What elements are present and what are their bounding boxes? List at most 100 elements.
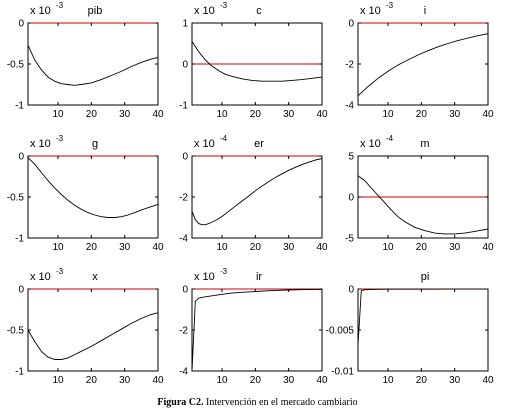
x-tick-label-x: 10 [52,375,64,386]
y-tick-label-pib: 0 [18,19,24,30]
x-tick-label-x: 20 [86,375,98,386]
y-tick-label-pi: -0.01 [331,367,354,378]
x-tick-label-x: 30 [119,375,131,386]
panel-title-m: m [420,138,429,150]
series-line-m [357,175,489,235]
y-tick-label-ir: -2 [179,326,188,337]
x-tick-label-m: 10 [382,242,394,253]
panel-title-pi: pi [421,271,430,283]
y-tick-label-pi: 0 [348,285,354,296]
x-tick-label-c: 20 [250,109,262,120]
x-tick-label-g: 20 [86,242,98,253]
plot-area-x [27,288,159,372]
x-tick-label-ir: 10 [216,375,228,386]
y-tick-label-m: 5 [348,152,354,163]
panel-pi: 10 20 30 40 0 -0.005 -0.01 pi [326,271,494,386]
y-tick-label-er: 0 [182,152,188,163]
x-tick-label-i: 10 [382,109,394,120]
exponent-label-pib: x 10 [30,5,51,17]
x-tick-label-c: 40 [316,109,328,120]
exponent-value-m: -4 [386,134,394,143]
exponent-label-x: x 10 [30,271,51,283]
plot-area-ir [191,288,323,372]
x-tick-label-er: 40 [316,242,328,253]
figure-caption: Figura C2. Intervención en el mercado ca… [0,397,515,408]
y-tick-label-g: 0 [18,152,24,163]
y-tick-label-m: -5 [345,234,354,245]
x-tick-label-i: 20 [416,109,428,120]
panel-title-pib: pib [88,5,103,17]
x-tick-label-g: 30 [119,242,131,253]
y-tick-label-c: 1 [182,19,188,30]
series-line-i [357,33,489,97]
y-tick-label-i: 0 [348,19,354,30]
y-tick-label-g: -1 [15,234,24,245]
x-tick-label-pi: 10 [382,375,394,386]
series-line-g [27,157,159,218]
plot-area-i [357,22,489,106]
series-line-ir [191,288,323,372]
y-tick-label-ir: 0 [182,285,188,296]
panel-title-ir: ir [256,271,262,283]
x-tick-label-pib: 40 [152,109,164,120]
panel-title-g: g [92,138,98,150]
x-tick-label-g: 10 [52,242,64,253]
y-tick-label-pib: -1 [15,101,24,112]
exponent-label-ir: x 10 [194,271,215,283]
x-tick-label-pib: 20 [86,109,98,120]
exponent-label-er: x 10 [194,138,215,150]
x-tick-label-i: 40 [482,109,494,120]
exponent-label-c: x 10 [194,5,215,17]
y-tick-label-er: -2 [179,193,188,204]
panel-title-x: x [92,271,98,283]
exponent-value-c: -3 [220,1,228,10]
x-tick-label-ir: 30 [283,375,295,386]
y-tick-label-g: -0.5 [7,193,25,204]
x-tick-label-pib: 30 [119,109,131,120]
panel-pib: 10 20 30 40 0 -0.5 -1 x 10 -3 pib [7,1,164,120]
exponent-value-ir: -3 [220,267,228,276]
y-tick-label-pib: -0.5 [7,60,25,71]
x-tick-label-er: 30 [283,242,295,253]
exponent-value-i: -3 [386,1,394,10]
exponent-label-i: x 10 [360,5,381,17]
y-tick-label-c: 0 [182,60,188,71]
plot-area-pi [357,288,489,372]
exponent-value-g: -3 [56,134,64,143]
exponent-value-x: -3 [56,267,64,276]
exponent-label-m: x 10 [360,138,381,150]
y-tick-label-c: -1 [179,101,188,112]
x-tick-label-pi: 20 [416,375,428,386]
panel-g: 10 20 30 40 0 -0.5 -1 x 10 -3 g [7,134,164,253]
y-tick-label-pi: -0.005 [326,326,355,337]
x-tick-label-ir: 20 [250,375,262,386]
caption-label: Figura C2. [157,397,204,408]
y-tick-label-er: -4 [179,234,188,245]
x-tick-label-m: 30 [449,242,461,253]
x-tick-label-er: 20 [250,242,262,253]
plot-area-er [191,155,323,239]
x-tick-label-pi: 30 [449,375,461,386]
x-tick-label-pi: 40 [482,375,494,386]
y-tick-label-i: -4 [345,101,354,112]
y-tick-label-x: -1 [15,367,24,378]
caption-text: Intervención en el mercado cambiario [206,397,358,408]
x-tick-label-er: 10 [216,242,228,253]
x-tick-label-ir: 40 [316,375,328,386]
panel-i: 10 20 30 40 0 -2 -4 x 10 -3 i [345,1,494,120]
panel-er: 10 20 30 40 0 -2 -4 x 10 -4 er [179,134,328,253]
x-tick-label-x: 40 [152,375,164,386]
y-tick-label-x: 0 [18,285,24,296]
x-tick-label-m: 20 [416,242,428,253]
y-tick-label-i: -2 [345,60,354,71]
y-tick-label-x: -0.5 [7,326,25,337]
plot-area-g [27,155,159,239]
x-tick-label-pib: 10 [52,109,64,120]
series-line-er [191,158,323,226]
x-tick-label-c: 10 [216,109,228,120]
y-tick-label-m: 0 [348,193,354,204]
series-line-x [27,312,159,360]
